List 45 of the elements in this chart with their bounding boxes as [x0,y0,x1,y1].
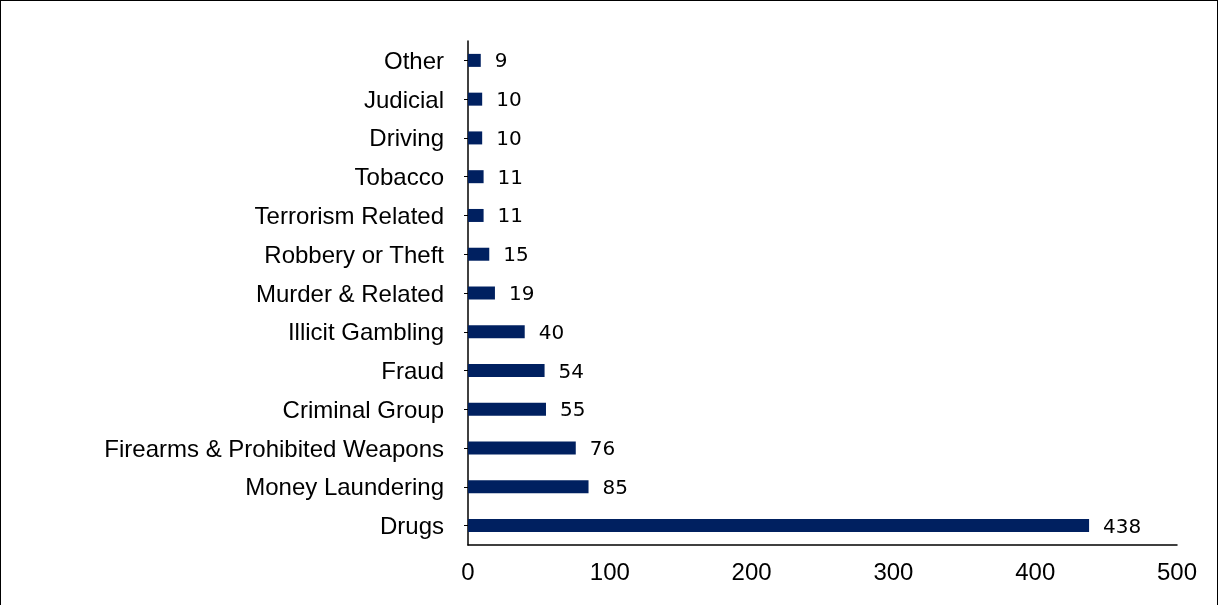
x-tick-label: 0 [461,557,475,585]
y-tick-label: Illicit Gambling [287,318,444,346]
data-label: 54 [558,358,585,383]
bar [468,286,495,300]
bar [468,208,484,222]
x-tick-label: 200 [731,557,772,585]
x-tick-label: 300 [873,557,914,585]
x-tick-label: 100 [589,557,630,585]
y-tick-label: Murder & Related [255,279,444,307]
data-label: 438 [1103,513,1142,538]
y-tick-label: Robbery or Theft [264,240,445,268]
y-tick-label: Driving [369,124,444,152]
data-label: 76 [589,436,616,461]
y-tick-label: Criminal Group [282,395,444,423]
y-tick-label: Drugs [379,512,444,540]
data-label: 85 [602,474,628,499]
bar [468,402,546,416]
bar [468,92,483,106]
y-tick-label: Other [383,46,444,74]
y-tick-label: Terrorism Related [254,201,444,229]
data-label: 19 [508,281,535,305]
bar [468,519,1090,533]
data-label: 11 [497,203,524,228]
x-tick-label: 500 [1156,557,1198,585]
bar [468,170,484,184]
y-tick-label: Tobacco [354,163,444,191]
data-label: 9 [494,48,508,73]
y-tick-label: Fraud [381,357,444,385]
bar [468,480,589,494]
x-tick-label: 400 [1015,557,1056,585]
y-tick-label: Money Laundering [245,473,444,501]
bar [468,325,525,339]
data-label: 11 [497,164,524,189]
data-label: 10 [496,87,522,112]
bar [468,131,483,145]
bar [468,364,545,378]
bar [468,441,576,455]
data-label: 55 [559,397,586,422]
y-tick-label: Firearms & Prohibited Weapons [104,434,444,462]
data-label: 15 [503,242,529,267]
data-label: 10 [496,125,522,150]
data-label: 40 [538,319,565,344]
bar [468,53,481,67]
bar [468,247,490,261]
y-tick-label: Judicial [363,85,444,113]
